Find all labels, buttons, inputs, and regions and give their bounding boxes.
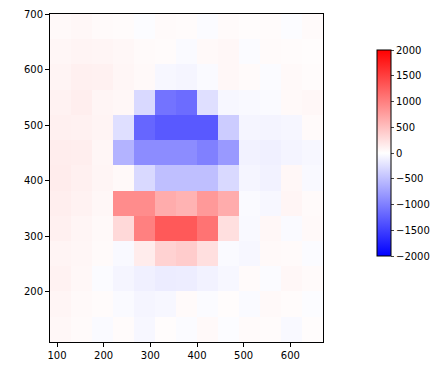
- svg-text:−2000: −2000: [396, 251, 430, 262]
- svg-text:−1500: −1500: [396, 225, 430, 236]
- svg-text:500: 500: [234, 350, 253, 361]
- svg-text:300: 300: [141, 350, 160, 361]
- svg-text:400: 400: [187, 350, 206, 361]
- svg-text:700: 700: [24, 9, 43, 20]
- svg-text:300: 300: [24, 231, 43, 242]
- svg-text:100: 100: [47, 350, 66, 361]
- svg-text:600: 600: [281, 350, 300, 361]
- svg-text:600: 600: [24, 64, 43, 75]
- svg-text:200: 200: [24, 286, 43, 297]
- svg-text:0: 0: [396, 148, 402, 159]
- svg-text:500: 500: [396, 122, 415, 133]
- svg-text:1000: 1000: [396, 96, 421, 107]
- svg-text:2000: 2000: [396, 45, 421, 56]
- svg-text:500: 500: [24, 120, 43, 131]
- svg-text:−500: −500: [396, 173, 423, 184]
- svg-text:1500: 1500: [396, 70, 421, 81]
- svg-text:200: 200: [94, 350, 113, 361]
- svg-text:−1000: −1000: [396, 199, 430, 210]
- svg-text:400: 400: [24, 175, 43, 186]
